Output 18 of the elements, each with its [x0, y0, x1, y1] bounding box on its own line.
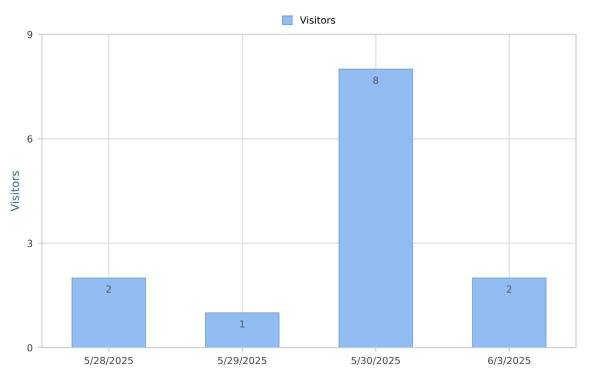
data-label: 2 [506, 285, 512, 293]
y-tick-label: 0 [27, 344, 32, 352]
y-tick-label: 9 [27, 30, 32, 38]
data-label: 2 [106, 285, 111, 293]
data-label: 1 [240, 320, 244, 328]
y-axis-title: Visitors [10, 171, 20, 212]
y-tick-label: 6 [27, 135, 32, 143]
bar [472, 278, 546, 348]
bar [205, 312, 280, 348]
data-label: 8 [373, 76, 378, 84]
y-tick-label: 3 [28, 240, 32, 248]
x-tick-label: 5/29/2025 [218, 356, 266, 365]
bar [72, 278, 146, 348]
x-tick-label: 6/3/2025 [488, 356, 530, 365]
bar [338, 68, 413, 348]
legend-label: Visitors [300, 16, 336, 24]
x-tick-label: 5/30/2025 [352, 356, 400, 365]
x-tick-label: 5/28/2025 [84, 356, 133, 365]
